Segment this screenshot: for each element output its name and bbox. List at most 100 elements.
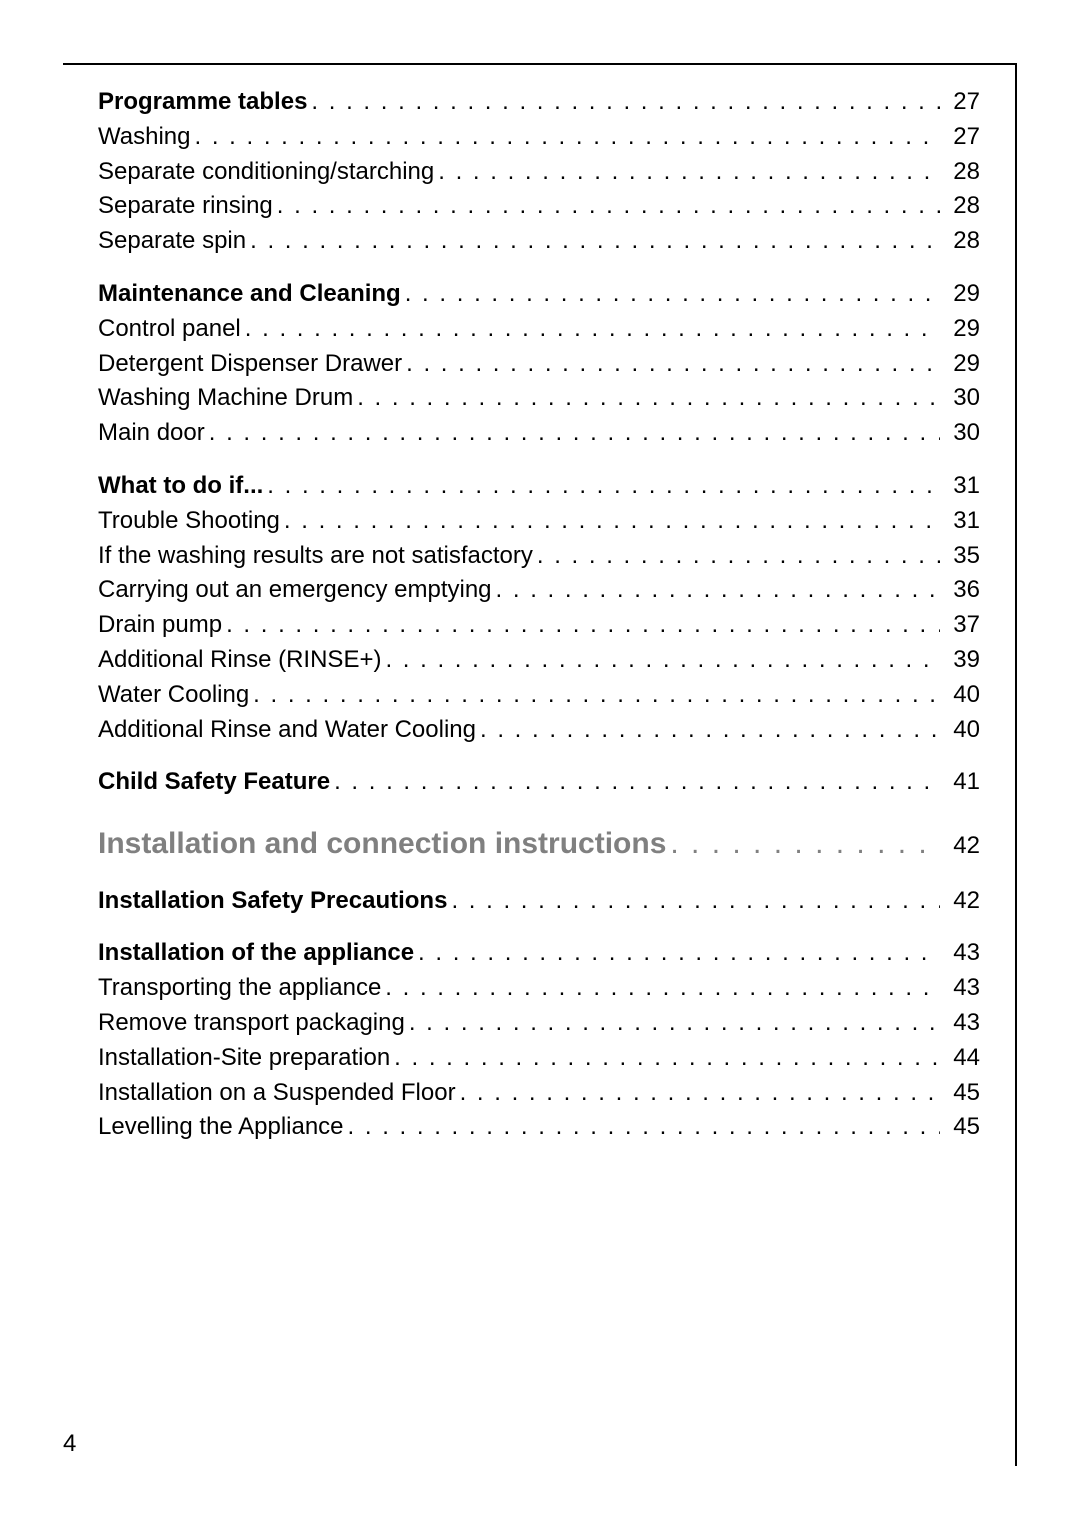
toc-label: Installation-Site preparation [98,1041,390,1076]
toc-page-number: 30 [940,416,980,451]
toc-label: Washing Machine Drum [98,381,353,416]
toc-page-number: 29 [940,277,980,312]
toc-label: Programme tables [98,85,307,120]
toc-leader-dots: . . . . . . . . . . . . . . . . . . . . … [666,822,940,866]
toc-row: Carrying out an emergency emptying. . . … [98,573,980,608]
toc-label: Remove transport packaging [98,1006,405,1041]
toc-row: Washing. . . . . . . . . . . . . . . . .… [98,120,980,155]
toc-label: Separate spin [98,224,246,259]
toc-leader-dots: . . . . . . . . . . . . . . . . . . . . … [381,971,940,1006]
toc-leader-dots: . . . . . . . . . . . . . . . . . . . . … [492,573,940,608]
toc-row: Control panel. . . . . . . . . . . . . .… [98,312,980,347]
toc-label: Additional Rinse and Water Cooling [98,713,476,748]
toc-row: If the washing results are not satisfact… [98,539,980,574]
toc-row: Washing Machine Drum. . . . . . . . . . … [98,381,980,416]
toc-leader-dots: . . . . . . . . . . . . . . . . . . . . … [246,224,940,259]
toc-label: Separate rinsing [98,189,273,224]
table-of-contents: Programme tables. . . . . . . . . . . . … [98,85,980,1145]
toc-label: Control panel [98,312,241,347]
toc-leader-dots: . . . . . . . . . . . . . . . . . . . . … [434,155,940,190]
toc-row: Separate rinsing. . . . . . . . . . . . … [98,189,980,224]
toc-label: Additional Rinse (RINSE+) [98,643,381,678]
toc-label: Drain pump [98,608,222,643]
toc-page-number: 44 [940,1041,980,1076]
toc-label: Installation on a Suspended Floor [98,1076,456,1111]
toc-leader-dots: . . . . . . . . . . . . . . . . . . . . … [190,120,940,155]
page-frame: Programme tables. . . . . . . . . . . . … [63,63,1017,1466]
toc-leader-dots: . . . . . . . . . . . . . . . . . . . . … [344,1110,940,1145]
toc-leader-dots: . . . . . . . . . . . . . . . . . . . . … [205,416,940,451]
toc-row: Detergent Dispenser Drawer. . . . . . . … [98,347,980,382]
toc-page-number: 43 [940,971,980,1006]
toc-row: Main door. . . . . . . . . . . . . . . .… [98,416,980,451]
toc-label: Separate conditioning/starching [98,155,434,190]
toc-row: Drain pump. . . . . . . . . . . . . . . … [98,608,980,643]
toc-page-number: 27 [940,85,980,120]
toc-page-number: 39 [940,643,980,678]
toc-leader-dots: . . . . . . . . . . . . . . . . . . . . … [414,936,940,971]
toc-leader-dots: . . . . . . . . . . . . . . . . . . . . … [402,347,940,382]
toc-page-number: 31 [940,469,980,504]
toc-row: Installation of the appliance. . . . . .… [98,936,980,971]
toc-label: Carrying out an emergency emptying [98,573,492,608]
toc-label: Detergent Dispenser Drawer [98,347,402,382]
toc-leader-dots: . . . . . . . . . . . . . . . . . . . . … [447,884,940,919]
toc-leader-dots: . . . . . . . . . . . . . . . . . . . . … [390,1041,940,1076]
toc-label: Water Cooling [98,678,249,713]
toc-label: Installation of the appliance [98,936,414,971]
toc-page-number: 40 [940,713,980,748]
toc-leader-dots: . . . . . . . . . . . . . . . . . . . . … [405,1006,940,1041]
toc-row: Programme tables. . . . . . . . . . . . … [98,85,980,120]
toc-page-number: 30 [940,381,980,416]
toc-row: Separate spin. . . . . . . . . . . . . .… [98,224,980,259]
page-number: 4 [63,1430,76,1458]
toc-row: Additional Rinse (RINSE+). . . . . . . .… [98,643,980,678]
toc-page-number: 37 [940,608,980,643]
toc-page-number: 29 [940,312,980,347]
toc-leader-dots: . . . . . . . . . . . . . . . . . . . . … [533,539,940,574]
toc-page-number: 42 [940,884,980,919]
toc-label: Child Safety Feature [98,765,330,800]
toc-page-number: 27 [940,120,980,155]
toc-row: What to do if.... . . . . . . . . . . . … [98,469,980,504]
toc-page-number: 28 [940,189,980,224]
toc-label: If the washing results are not satisfact… [98,539,533,574]
toc-leader-dots: . . . . . . . . . . . . . . . . . . . . … [307,85,940,120]
toc-page-number: 31 [940,504,980,539]
toc-leader-dots: . . . . . . . . . . . . . . . . . . . . … [330,765,940,800]
toc-label: Washing [98,120,190,155]
toc-leader-dots: . . . . . . . . . . . . . . . . . . . . … [222,608,940,643]
toc-row: Remove transport packaging. . . . . . . … [98,1006,980,1041]
toc-label: Installation and connection instructions [98,822,666,866]
toc-leader-dots: . . . . . . . . . . . . . . . . . . . . … [476,713,940,748]
toc-row: Installation Safety Precautions. . . . .… [98,884,980,919]
toc-leader-dots: . . . . . . . . . . . . . . . . . . . . … [401,277,940,312]
toc-row: Maintenance and Cleaning. . . . . . . . … [98,277,980,312]
toc-leader-dots: . . . . . . . . . . . . . . . . . . . . … [249,678,940,713]
toc-page-number: 41 [940,765,980,800]
toc-page-number: 36 [940,573,980,608]
toc-page-number: 45 [940,1110,980,1145]
toc-page-number: 45 [940,1076,980,1111]
toc-label: Installation Safety Precautions [98,884,447,919]
toc-page-number: 28 [940,155,980,190]
toc-row: Child Safety Feature. . . . . . . . . . … [98,765,980,800]
toc-leader-dots: . . . . . . . . . . . . . . . . . . . . … [456,1076,940,1111]
toc-page-number: 43 [940,1006,980,1041]
toc-page-number: 42 [940,829,980,864]
toc-label: Maintenance and Cleaning [98,277,401,312]
toc-page-number: 40 [940,678,980,713]
toc-leader-dots: . . . . . . . . . . . . . . . . . . . . … [353,381,940,416]
toc-row: Separate conditioning/starching. . . . .… [98,155,980,190]
toc-page-number: 43 [940,936,980,971]
toc-row: Transporting the appliance. . . . . . . … [98,971,980,1006]
toc-page-number: 35 [940,539,980,574]
toc-row: Trouble Shooting. . . . . . . . . . . . … [98,504,980,539]
toc-row: Additional Rinse and Water Cooling. . . … [98,713,980,748]
toc-row: Installation-Site preparation. . . . . .… [98,1041,980,1076]
toc-leader-dots: . . . . . . . . . . . . . . . . . . . . … [241,312,940,347]
toc-label: Trouble Shooting [98,504,280,539]
toc-leader-dots: . . . . . . . . . . . . . . . . . . . . … [263,469,940,504]
toc-label: Main door [98,416,205,451]
toc-leader-dots: . . . . . . . . . . . . . . . . . . . . … [381,643,940,678]
